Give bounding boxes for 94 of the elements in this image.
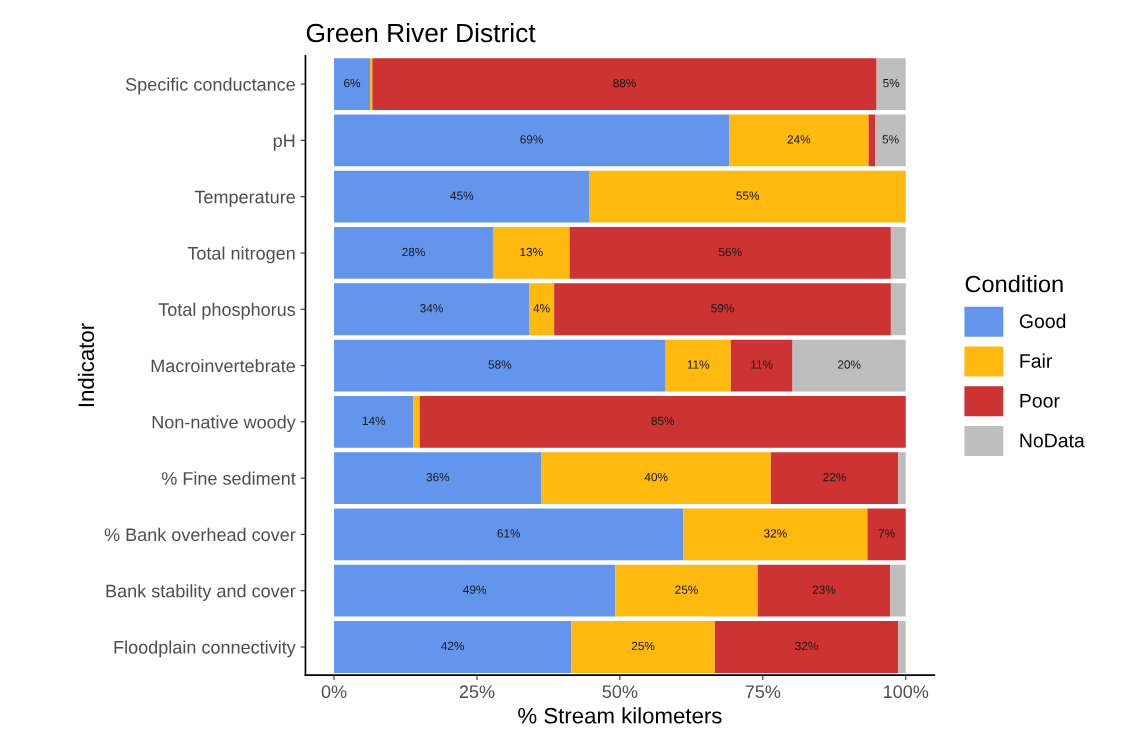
data-label: 4%: [533, 304, 550, 313]
data-label: 56%: [718, 247, 742, 257]
bar: [665, 339, 731, 392]
data-label: 13%: [520, 247, 543, 257]
data-label: 85%: [651, 416, 675, 425]
y-tick-label: pH: [273, 134, 295, 151]
data-label: 49%: [463, 585, 487, 594]
data-label: 14%: [362, 416, 386, 425]
data-label: 5%: [882, 135, 899, 144]
data-label: 20%: [837, 360, 861, 369]
bar: [757, 564, 891, 617]
x-tick-label: 25%: [459, 685, 495, 699]
bar: [615, 564, 758, 617]
data-label: 28%: [402, 247, 425, 257]
data-label: 32%: [764, 529, 787, 538]
bar: [569, 227, 891, 279]
data-label: 34%: [420, 304, 443, 313]
data-label: 22%: [823, 472, 846, 482]
y-tick-label: Bank stability and cover: [106, 584, 296, 601]
bar: [334, 283, 529, 336]
bar: [334, 508, 684, 561]
bar: [334, 621, 572, 673]
data-label: 42%: [441, 641, 465, 651]
bar: [571, 621, 715, 673]
bar: [334, 564, 616, 617]
legend-title: Condition: [965, 275, 1063, 293]
chart-title: Green River District: [306, 22, 536, 43]
bar: [554, 283, 891, 336]
bar: [729, 114, 869, 167]
y-axis-title: Indicator: [77, 323, 95, 407]
data-label: 5%: [883, 78, 900, 88]
data-label: 40%: [644, 472, 668, 482]
bar: [334, 227, 493, 279]
bar: [419, 395, 906, 448]
legend-label: NoData: [1020, 433, 1085, 448]
bar: [898, 621, 906, 673]
y-tick-label: Macroinvertebrate: [151, 359, 295, 373]
legend-label: Poor: [1020, 394, 1060, 408]
data-label: 6%: [344, 78, 361, 88]
bar: [528, 283, 555, 336]
x-axis-title: % Stream kilometers: [518, 707, 722, 724]
data-label: 25%: [631, 641, 655, 651]
bar: [890, 283, 906, 336]
bar: [334, 452, 542, 505]
data-label: 59%: [711, 304, 734, 313]
x-tick-label: 100%: [884, 685, 929, 699]
bar: [875, 114, 906, 167]
data-label: 24%: [787, 135, 811, 144]
data-label: 7%: [878, 529, 895, 538]
y-tick-label: Total phosphorus: [158, 302, 296, 320]
bar: [876, 58, 906, 110]
y-tick-label: Specific conductance: [125, 77, 295, 95]
legend-label: Fair: [1020, 353, 1053, 368]
bar: [792, 339, 906, 392]
bar: [683, 508, 868, 561]
bar: [867, 508, 906, 561]
bar: [372, 58, 877, 110]
y-tick-label: % Bank overhead cover: [104, 527, 296, 542]
x-tick-label: 50%: [602, 685, 638, 699]
data-label: 61%: [497, 529, 521, 538]
y-tick-label: Floodplain connectivity: [114, 640, 296, 658]
data-label: 58%: [488, 360, 512, 369]
data-label: 69%: [520, 135, 543, 144]
bar: [730, 339, 793, 392]
bar: [413, 395, 420, 448]
y-tick-label: % Fine sediment: [161, 471, 296, 485]
data-label: 23%: [812, 585, 836, 594]
data-label: 55%: [736, 191, 760, 200]
data-label: 11%: [687, 360, 710, 369]
x-tick-label: 0%: [321, 685, 347, 699]
data-label: 11%: [751, 360, 773, 369]
data-label: 88%: [613, 78, 636, 88]
y-tick-label: Temperature: [194, 190, 295, 207]
bar: [541, 452, 771, 505]
bar: [589, 170, 906, 223]
bar: [714, 621, 899, 673]
bar: [898, 452, 906, 505]
bar: [334, 395, 414, 448]
data-label: 45%: [450, 191, 474, 200]
bar: [492, 227, 570, 279]
bar: [334, 114, 730, 167]
x-tick-label: 75%: [745, 685, 781, 699]
bar: [334, 170, 590, 223]
data-label: 25%: [675, 585, 698, 594]
bar: [890, 227, 906, 279]
bar: [890, 564, 906, 617]
data-label: 36%: [426, 472, 450, 482]
data-label: 32%: [795, 641, 818, 651]
bar: [334, 58, 371, 110]
legend-label: Good: [1019, 313, 1066, 329]
bar: [770, 452, 899, 505]
y-tick-label: Non-native woody: [152, 415, 296, 433]
y-tick-label: Total nitrogen: [187, 246, 295, 264]
bar: [334, 339, 666, 392]
